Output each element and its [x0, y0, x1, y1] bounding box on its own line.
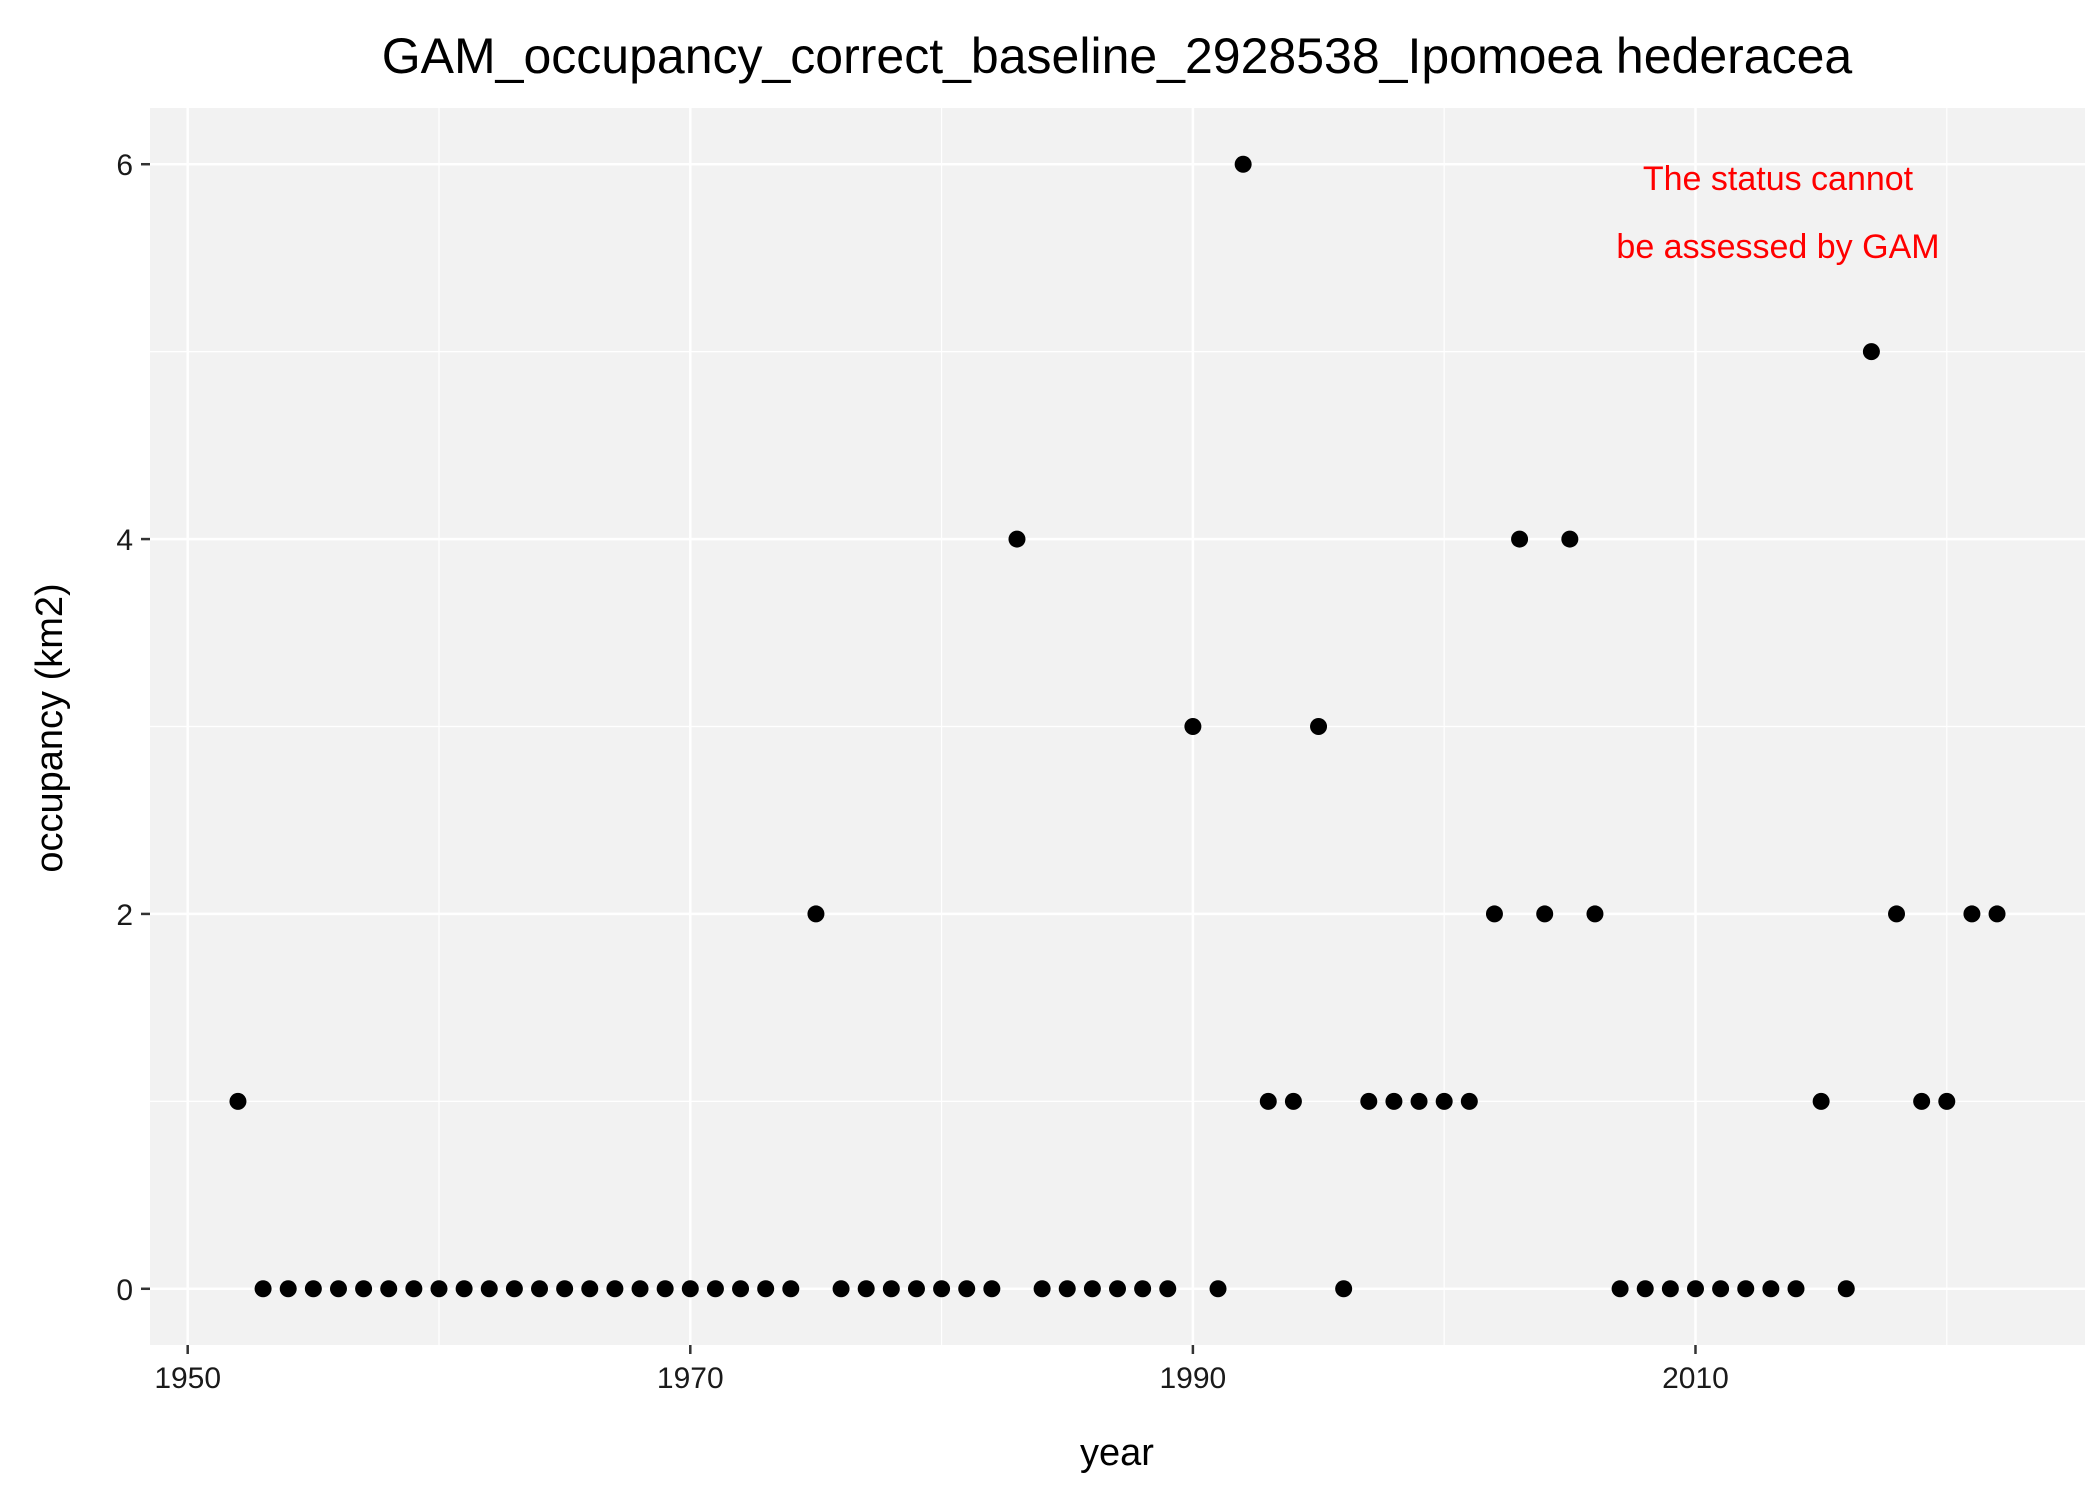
data-points — [229, 155, 2006, 1298]
data-point — [606, 1280, 624, 1298]
data-point — [1636, 1280, 1654, 1298]
data-point — [1460, 1092, 1478, 1110]
data-point — [531, 1280, 549, 1298]
data-point — [480, 1280, 498, 1298]
data-point — [1259, 1092, 1277, 1110]
data-point — [455, 1280, 473, 1298]
data-point — [556, 1280, 574, 1298]
data-point — [405, 1280, 423, 1298]
status-annotation: The status cannot be assessed by GAM — [1616, 160, 1939, 266]
data-point — [1586, 905, 1604, 923]
data-point — [1938, 1092, 1956, 1110]
y-tick-label: 4 — [116, 524, 133, 557]
data-point — [1335, 1280, 1353, 1298]
data-point — [933, 1280, 951, 1298]
y-tick-label: 6 — [116, 149, 133, 182]
x-axis: 1950 1970 1990 2010 — [154, 1345, 1729, 1395]
y-tick-label: 0 — [116, 1274, 133, 1307]
data-point — [1787, 1280, 1805, 1298]
data-point — [1862, 343, 1880, 361]
chart-title: GAM_occupancy_correct_baseline_2928538_I… — [382, 28, 1853, 84]
data-point — [1008, 530, 1026, 548]
y-tick-label: 2 — [116, 899, 133, 932]
data-point — [1812, 1092, 1830, 1110]
data-point — [1083, 1280, 1101, 1298]
data-point — [757, 1280, 775, 1298]
data-point — [1033, 1280, 1051, 1298]
data-point — [430, 1280, 448, 1298]
annotation-line: be assessed by GAM — [1616, 228, 1939, 266]
data-point — [681, 1280, 699, 1298]
data-point — [1058, 1280, 1076, 1298]
data-point — [782, 1280, 800, 1298]
data-point — [882, 1280, 900, 1298]
y-axis: 0 2 4 6 — [116, 149, 150, 1307]
x-tick-label: 1970 — [657, 1362, 724, 1395]
data-point — [1611, 1280, 1629, 1298]
data-point — [857, 1280, 875, 1298]
data-point — [581, 1280, 599, 1298]
data-point — [1435, 1092, 1453, 1110]
data-point — [1661, 1280, 1679, 1298]
data-point — [958, 1280, 976, 1298]
data-point — [631, 1280, 649, 1298]
data-point — [1963, 905, 1981, 923]
data-point — [706, 1280, 724, 1298]
data-point — [254, 1280, 272, 1298]
data-point — [1109, 1280, 1126, 1298]
data-point — [304, 1280, 322, 1298]
data-point — [1536, 905, 1554, 923]
data-point — [656, 1280, 674, 1298]
annotation-line: The status cannot — [1643, 160, 1914, 198]
data-point — [1360, 1092, 1378, 1110]
x-tick-label: 2010 — [1662, 1362, 1729, 1395]
data-point — [1310, 718, 1328, 735]
data-point — [1561, 530, 1579, 548]
x-axis-label: year — [1080, 1432, 1154, 1474]
data-point — [355, 1280, 373, 1298]
data-point — [832, 1280, 850, 1298]
data-point — [1511, 530, 1529, 548]
data-point — [1737, 1280, 1755, 1298]
data-point — [1134, 1280, 1152, 1298]
minor-gridlines — [150, 108, 2085, 1345]
data-point — [1159, 1280, 1177, 1298]
data-point — [229, 1092, 247, 1110]
data-point — [1284, 1092, 1302, 1110]
data-point — [1712, 1280, 1730, 1298]
data-point — [1686, 1280, 1704, 1298]
data-point — [1385, 1092, 1403, 1110]
data-point — [983, 1280, 1001, 1298]
data-point — [1913, 1092, 1931, 1110]
data-point — [1485, 905, 1503, 923]
y-axis-label: occupancy (km2) — [29, 583, 71, 872]
data-point — [732, 1280, 750, 1298]
data-point — [1209, 1280, 1227, 1298]
data-point — [1762, 1280, 1780, 1298]
data-point — [1837, 1280, 1855, 1298]
data-point — [907, 1280, 925, 1298]
data-point — [1988, 905, 2006, 923]
data-point — [329, 1280, 347, 1298]
data-point — [1410, 1092, 1428, 1110]
data-point — [380, 1280, 398, 1298]
data-point — [1184, 718, 1202, 735]
data-point — [279, 1280, 297, 1298]
data-point — [1234, 155, 1252, 173]
data-point — [807, 905, 825, 923]
x-tick-label: 1950 — [154, 1362, 221, 1395]
data-point — [1888, 905, 1906, 923]
data-point — [505, 1280, 523, 1298]
x-tick-label: 1990 — [1160, 1362, 1227, 1395]
